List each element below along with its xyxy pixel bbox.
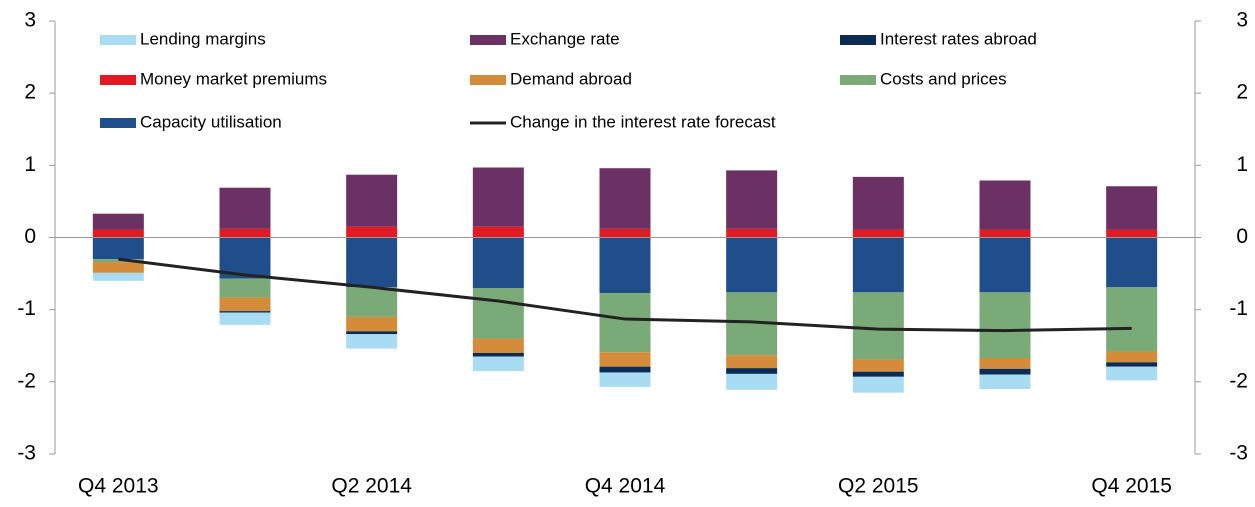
bar-segment (599, 228, 651, 238)
line (118, 257, 1132, 333)
bar-segment (852, 371, 904, 377)
bar-segment (599, 293, 651, 353)
bar-segment (599, 237, 651, 294)
bar-segment (219, 311, 271, 313)
legend-swatch (840, 75, 876, 85)
legend-label: Change in the interest rate forecast (510, 112, 776, 131)
bar-segment (472, 167, 524, 227)
legend-swatch (470, 75, 506, 85)
bar-segment (346, 334, 398, 349)
bar-segment (92, 262, 144, 273)
bar-segment (219, 228, 271, 238)
legend-label: Money market premiums (140, 69, 327, 88)
y2-tick-label: -2 (1229, 369, 1248, 392)
y-tick-label: 3 (24, 9, 36, 32)
bar-segment (979, 368, 1031, 375)
bar-segment (219, 187, 271, 229)
bar-segment (852, 376, 904, 393)
bar-segment (472, 237, 524, 289)
bar-segment (852, 292, 904, 360)
y-tick-label: 1 (24, 153, 36, 176)
bar-segment (726, 170, 778, 229)
y-tick-label: -3 (17, 442, 36, 465)
bar-segment (599, 372, 651, 387)
bar-segment (219, 312, 271, 325)
bar-segment (472, 352, 524, 357)
legend-label: Lending margins (140, 29, 266, 48)
y-tick-label: -2 (17, 369, 36, 392)
bar-segment (979, 358, 1031, 369)
bar-segment (979, 292, 1031, 359)
y2-tick-label: 2 (1236, 81, 1248, 104)
bar-segment (599, 366, 651, 373)
x-tick-label: Q2 2015 (838, 475, 919, 498)
bar-segment (346, 174, 398, 227)
legend-label: Exchange rate (510, 29, 620, 48)
legend-swatch (470, 35, 506, 45)
bar-segment (852, 237, 904, 293)
y-tick-label: -1 (17, 297, 36, 320)
y-tick-label: 0 (24, 225, 36, 248)
bar-segment (472, 356, 524, 372)
bar-segment (472, 288, 524, 339)
legend-swatch (100, 35, 136, 45)
y-tick-label: 2 (24, 81, 36, 104)
bar-segment (219, 278, 271, 298)
y2-tick-label: -3 (1229, 442, 1248, 465)
x-tick-label: Q2 2014 (331, 475, 412, 498)
y2-tick-label: 0 (1236, 225, 1248, 248)
bar-segment (92, 213, 144, 230)
x-tick-label: Q4 2015 (1091, 475, 1172, 498)
legend-swatch (100, 75, 136, 85)
legend-swatch (100, 118, 136, 128)
bar-segment (346, 287, 398, 317)
bar-segment (1106, 351, 1158, 363)
bar-segment (726, 368, 778, 374)
bar-segment (726, 373, 778, 390)
bar-segment (472, 338, 524, 353)
bar-segment (979, 237, 1031, 293)
bar-segment (726, 228, 778, 238)
legend-label: Demand abroad (510, 69, 632, 88)
bar-segment (346, 237, 398, 288)
y2-tick-label: -1 (1229, 297, 1248, 320)
bar-segment (726, 355, 778, 369)
bar-segment (979, 374, 1031, 390)
bar-segment (1106, 287, 1158, 352)
legend-label: Interest rates abroad (880, 29, 1037, 48)
bar-segment (1106, 186, 1158, 230)
bar-segment (852, 229, 904, 238)
bar-segment (1106, 237, 1158, 288)
bar-segment (1106, 366, 1158, 381)
bar-segment (599, 352, 651, 367)
bar-segment (726, 237, 778, 293)
bar-segment (92, 229, 144, 238)
bar-segment (852, 359, 904, 372)
bar-segment (219, 297, 271, 312)
bar-segment (92, 272, 144, 281)
bar-segment (979, 229, 1031, 238)
bar-segment (346, 331, 398, 335)
bar-segment (599, 168, 651, 229)
legend-swatch (840, 35, 876, 45)
bar-segment (92, 237, 144, 260)
bar-segment (1106, 229, 1158, 238)
legend-label: Capacity utilisation (140, 112, 282, 131)
x-tick-label: Q4 2014 (585, 475, 666, 498)
y2-tick-label: 1 (1236, 153, 1248, 176)
bar-segment (979, 180, 1031, 230)
x-tick-label: Q4 2013 (78, 475, 159, 498)
bar-segment (346, 226, 398, 238)
bar-segment (472, 226, 524, 238)
legend-label: Costs and prices (880, 69, 1007, 88)
bar-segment (1106, 362, 1158, 367)
bar-segment (346, 316, 398, 332)
bar-segment (852, 176, 904, 230)
y2-tick-label: 3 (1236, 9, 1248, 32)
